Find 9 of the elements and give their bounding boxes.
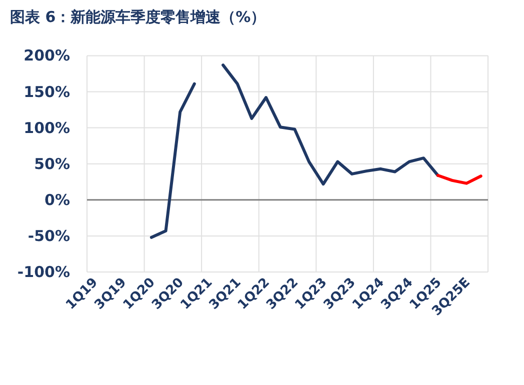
y-tick-label: 0% (44, 190, 70, 209)
y-tick-label: 50% (34, 154, 70, 173)
y-tick-label: -50% (28, 226, 70, 245)
y-tick-label: 150% (24, 82, 70, 101)
line-series (436, 174, 482, 185)
y-tick-label: -100% (17, 263, 70, 281)
y-tick-label: 100% (24, 118, 70, 137)
y-tick-label: 200% (24, 46, 70, 65)
chart-title: 图表 6：新能源车季度零售增速（%） (10, 8, 266, 26)
